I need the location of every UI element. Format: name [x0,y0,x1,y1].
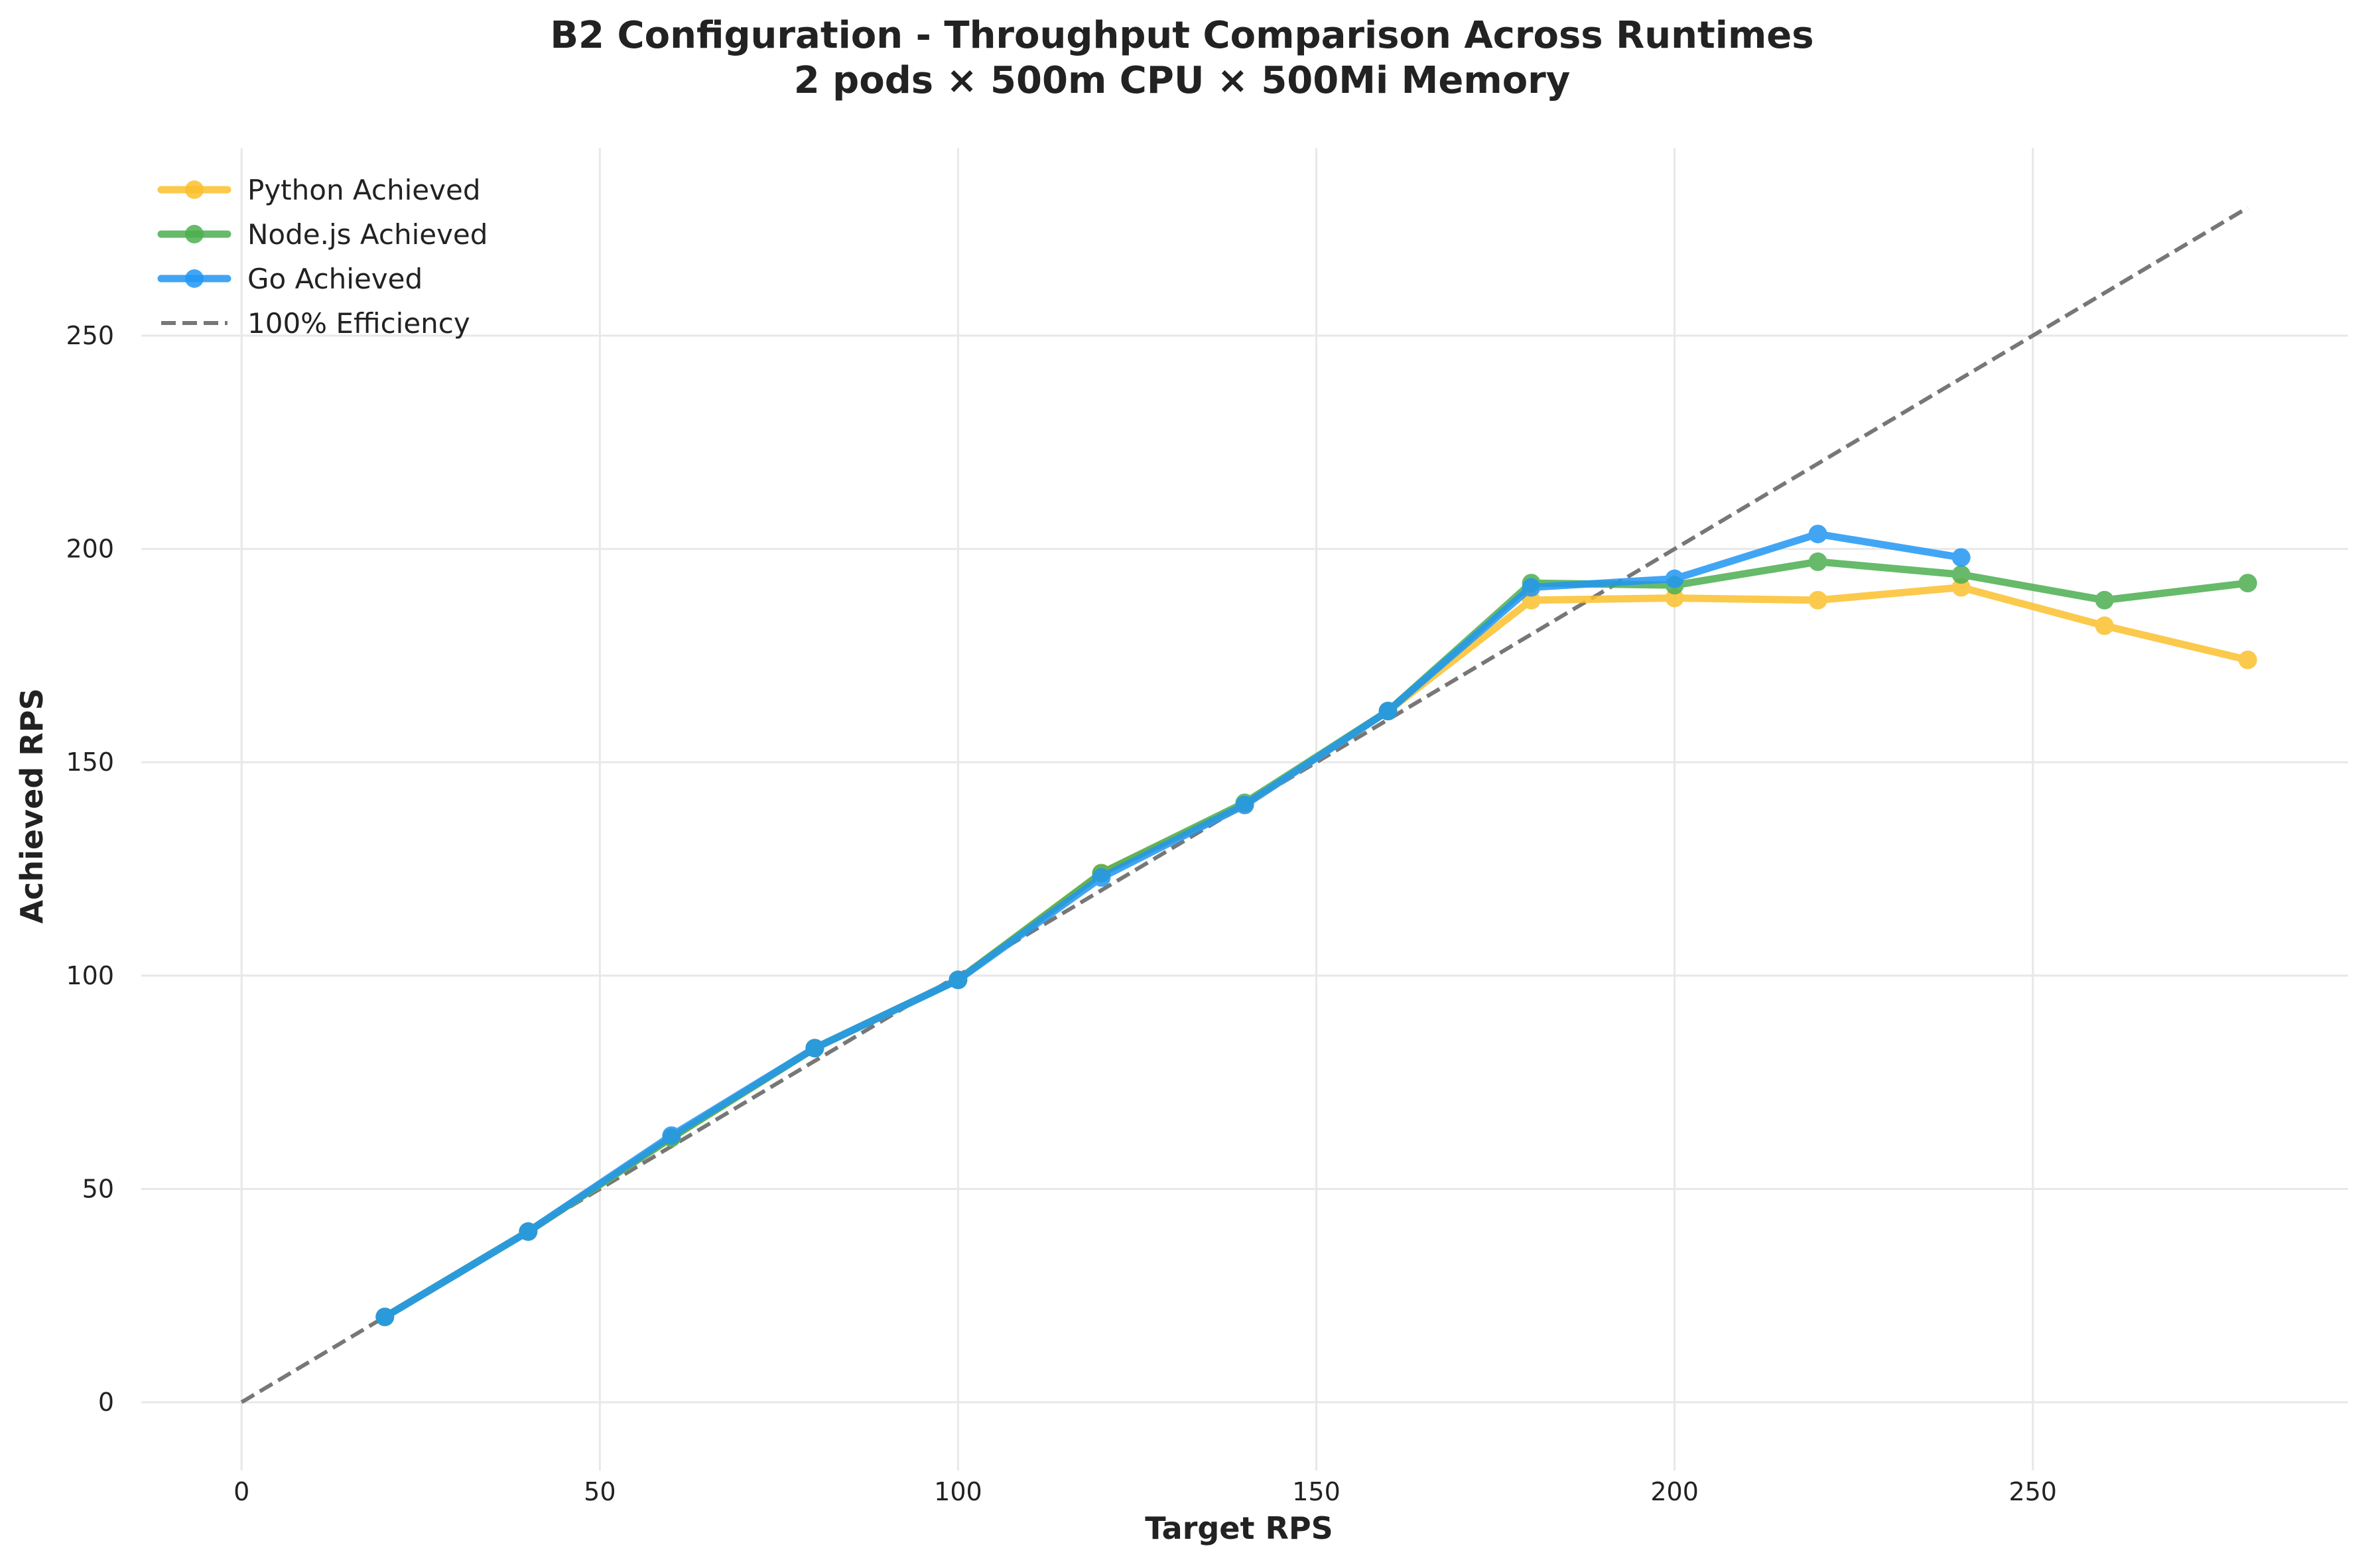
tick-labels: 0 50 100 150 200 250 0 50 100 150 200 250 [66,321,2057,1506]
y-tick-label: 0 [98,1388,114,1417]
data-point [1092,868,1111,887]
legend-label: Python Achieved [247,174,481,206]
data-point [805,1039,824,1058]
x-tick-label: 0 [233,1477,249,1506]
legend-label: 100% Efficiency [247,307,470,340]
data-point [375,1307,395,1327]
data-point [1951,578,1971,597]
series-group-2 [375,525,1971,1327]
data-point [1235,795,1254,815]
data-point [1522,578,1541,597]
chart-title: B2 Configuration - Throughput Comparison… [550,14,1813,57]
legend-label: Go Achieved [247,263,423,295]
x-axis-label: Target RPS [1145,1510,1333,1546]
grid [141,148,2348,1470]
data-point [662,1126,681,1145]
legend-marker-icon [185,269,204,288]
data-point [1951,548,1971,567]
chart-subtitle: 2 pods × 500m CPU × 500Mi Memory [794,59,1571,102]
data-point [1951,565,1971,584]
x-tick-label: 150 [1292,1477,1341,1506]
x-tick-label: 250 [2008,1477,2057,1506]
y-tick-label: 100 [66,961,114,990]
legend: Python Achieved Node.js Achieved Go Achiev… [157,174,488,340]
data-point [1665,588,1684,608]
data-point [1808,552,1827,571]
data-point [949,970,968,990]
y-tick-label: 50 [82,1174,114,1203]
legend-marker-icon [185,225,204,243]
data-point [1808,525,1827,544]
data-point [2095,616,2114,635]
data-point [2238,574,2257,593]
data-point [2238,650,2257,669]
series-line [381,530,1965,1321]
data-point [1808,590,1827,610]
y-axis-label: Achieved RPS [14,688,50,924]
legend-label: Node.js Achieved [247,218,488,251]
y-tick-label: 250 [66,321,114,350]
x-tick-label: 100 [934,1477,982,1506]
y-tick-label: 200 [66,535,114,564]
data-point [2095,590,2114,610]
x-tick-label: 200 [1650,1477,1699,1506]
legend-marker-icon [185,180,204,199]
data-point [1665,569,1684,588]
series-layer [375,525,2257,1327]
data-point [519,1222,538,1241]
data-point [1378,702,1398,721]
y-tick-label: 150 [66,748,114,777]
x-tick-label: 50 [584,1477,616,1506]
